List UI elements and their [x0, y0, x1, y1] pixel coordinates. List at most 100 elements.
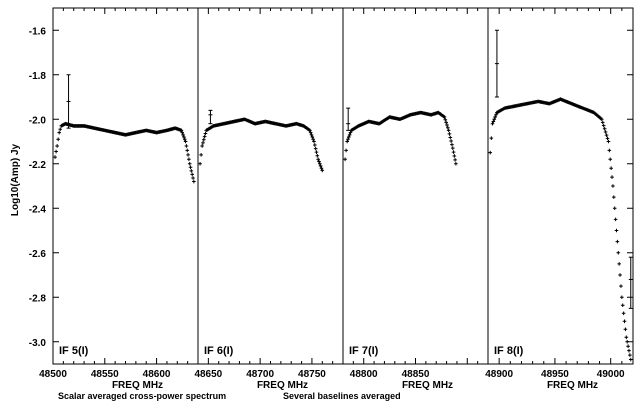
panel-label: IF 8(I) [494, 345, 524, 357]
data-point [628, 353, 632, 357]
data-point [345, 139, 349, 144]
data-point [318, 164, 323, 168]
data-point [346, 137, 350, 142]
data-point [179, 128, 184, 133]
data-point [620, 295, 624, 300]
data-point [445, 123, 449, 127]
data-point [617, 262, 621, 266]
data-point [201, 141, 205, 145]
x-tick-label: 48850 [402, 369, 430, 380]
data-point [626, 344, 630, 348]
data-point [54, 149, 58, 154]
data-point [623, 327, 628, 332]
x-axis-title: FREQ MHz [112, 380, 163, 391]
data-point [313, 146, 318, 151]
data-point [625, 339, 629, 344]
data-point [181, 133, 185, 137]
data-point [611, 184, 615, 188]
data-point [627, 348, 631, 353]
data-point [448, 135, 453, 140]
x-axis-title: FREQ MHz [257, 380, 308, 391]
data-point [203, 131, 208, 136]
data-point [343, 157, 347, 162]
y-tick-label: -3.0 [29, 338, 47, 349]
data-point [599, 117, 604, 122]
data-point [191, 176, 195, 180]
data-point [347, 135, 351, 139]
data-point [308, 128, 312, 133]
data-point [444, 120, 448, 125]
data-point [488, 150, 493, 155]
panel-border [197, 7, 344, 365]
data-point [187, 161, 192, 166]
data-point [187, 157, 191, 162]
data-point [315, 153, 320, 158]
data-point [308, 130, 313, 135]
x-tick-label: 48800 [350, 369, 378, 380]
x-tick-label: 48500 [39, 369, 67, 380]
data-point [493, 115, 497, 119]
data-point [311, 137, 315, 142]
data-point [182, 135, 186, 139]
y-tick-label: -2.0 [29, 115, 47, 126]
data-point [489, 136, 494, 140]
caption-right: Several baselines averaged [283, 391, 401, 401]
x-tick-label: 48550 [91, 369, 119, 380]
spectrum-series [488, 97, 633, 362]
data-point [57, 130, 62, 135]
y-tick-label: -2.6 [29, 249, 47, 260]
data-point [622, 319, 627, 324]
data-point [442, 115, 447, 119]
caption-left: Scalar averaged cross-power spectrum [58, 391, 226, 401]
data-point [309, 133, 314, 137]
x-tick-label: 48950 [541, 369, 569, 380]
data-point [319, 166, 324, 170]
data-point [621, 311, 626, 316]
data-point [608, 157, 613, 162]
spectrum-series [53, 121, 196, 184]
x-tick-label: 49000 [597, 369, 625, 380]
data-point [348, 130, 353, 135]
data-point [446, 125, 450, 130]
data-point [494, 113, 498, 117]
y-axis-title: Log10(Amp) Jy [10, 143, 21, 216]
data-point [310, 135, 315, 139]
data-point [490, 121, 495, 126]
data-point [199, 153, 203, 157]
data-point [318, 161, 322, 166]
data-point [58, 127, 63, 132]
data-point [612, 195, 616, 199]
data-point [314, 150, 319, 154]
data-point [601, 123, 606, 128]
spectrum-series [343, 110, 458, 166]
data-point [451, 150, 456, 154]
x-axis-title: FREQ MHz [402, 380, 453, 391]
x-tick-label: 48900 [485, 369, 513, 380]
data-point [447, 132, 452, 136]
spectrum-series [198, 117, 325, 173]
y-axis: -1.6 -1.8 -2.0 -2.2 -2.4 -2.6 -2.8 -3.0 [29, 26, 633, 349]
panel-label: IF 5(I) [59, 345, 89, 357]
data-point [180, 130, 185, 135]
data-point [185, 148, 190, 153]
x-tick-label: 48750 [298, 369, 326, 380]
data-point [320, 168, 325, 173]
data-point [450, 146, 455, 150]
data-point [615, 239, 620, 244]
data-point [198, 161, 202, 166]
data-point [344, 148, 348, 153]
x-tick-label: 48700 [246, 369, 274, 380]
data-point [605, 136, 610, 141]
panel-border [52, 7, 199, 365]
data-point [184, 144, 189, 148]
data-point [619, 284, 623, 288]
data-point [454, 161, 458, 166]
data-point [604, 133, 609, 137]
data-point [53, 155, 57, 159]
data-point [56, 137, 60, 142]
y-tick-label: -2.8 [29, 293, 47, 304]
data-point [492, 117, 497, 122]
data-point [192, 179, 196, 184]
